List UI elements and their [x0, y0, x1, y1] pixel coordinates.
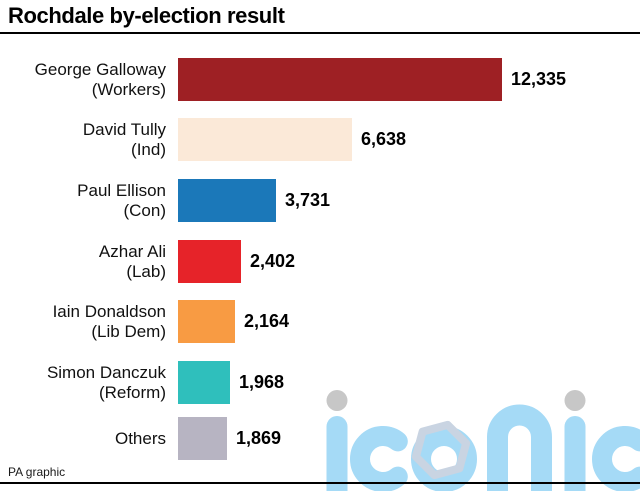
vote-bar — [178, 179, 276, 222]
vote-bar — [178, 417, 227, 460]
vote-bar — [178, 118, 352, 161]
candidate-label: Paul Ellison (Con) — [77, 180, 166, 220]
candidate-label: Azhar Ali (Lab) — [98, 241, 166, 281]
candidate-label: Others — [114, 428, 166, 448]
vote-count: 6,638 — [361, 129, 407, 149]
vote-bar — [178, 58, 502, 101]
watermark-dot-icon — [326, 390, 348, 411]
title-divider — [0, 32, 640, 34]
bar-row: Paul Ellison (Con) 3,731 — [0, 179, 640, 222]
vote-count: 3,731 — [285, 190, 331, 210]
bar-row: David Tully (Ind) 6,638 — [0, 118, 640, 161]
candidate-label: Simon Danczuk (Reform) — [46, 362, 166, 402]
page-title: Rochdale by-election result — [8, 3, 285, 28]
candidate-label: David Tully (Ind) — [82, 119, 166, 159]
source-credit: PA graphic — [8, 465, 66, 479]
vote-bar — [178, 300, 235, 343]
hexagon-icon — [411, 420, 471, 480]
vote-count: 2,402 — [250, 251, 296, 271]
vote-count: 2,164 — [244, 311, 290, 331]
bar-row: George Galloway (Workers) 12,335 — [0, 58, 640, 101]
vote-count: 1,869 — [236, 428, 282, 448]
vote-count: 1,968 — [239, 372, 285, 392]
iconic-watermark — [326, 390, 640, 491]
bottom-divider — [0, 482, 640, 484]
bar-row: Others 1,869 — [0, 417, 640, 460]
watermark-dot-icon — [564, 390, 586, 411]
bar-row: Iain Donaldson (Lib Dem) 2,164 — [0, 300, 640, 343]
bar-row: Simon Danczuk (Reform) 1,968 — [0, 361, 640, 404]
vote-count: 12,335 — [511, 69, 567, 89]
bar-row: Azhar Ali (Lab) 2,402 — [0, 240, 640, 283]
candidate-label: Iain Donaldson (Lib Dem) — [52, 301, 166, 341]
vote-bar — [178, 361, 230, 404]
vote-bar — [178, 240, 241, 283]
candidate-label: George Galloway (Workers) — [34, 59, 166, 99]
